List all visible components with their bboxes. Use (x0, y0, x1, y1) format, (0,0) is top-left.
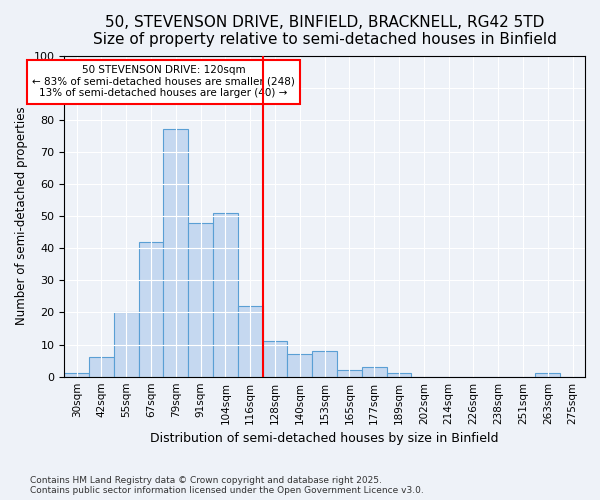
Bar (362, 367, 386, 376)
Y-axis label: Number of semi-detached properties: Number of semi-detached properties (15, 107, 28, 326)
Bar (337, 370, 362, 376)
Bar (139, 242, 163, 376)
X-axis label: Distribution of semi-detached houses by size in Binfield: Distribution of semi-detached houses by … (151, 432, 499, 445)
Bar (163, 130, 188, 376)
Bar (213, 213, 238, 376)
Bar (535, 374, 560, 376)
Bar (386, 374, 412, 376)
Bar (114, 312, 139, 376)
Text: Contains HM Land Registry data © Crown copyright and database right 2025.
Contai: Contains HM Land Registry data © Crown c… (30, 476, 424, 495)
Bar (238, 306, 263, 376)
Bar (188, 222, 213, 376)
Title: 50, STEVENSON DRIVE, BINFIELD, BRACKNELL, RG42 5TD
Size of property relative to : 50, STEVENSON DRIVE, BINFIELD, BRACKNELL… (93, 15, 557, 48)
Text: 50 STEVENSON DRIVE: 120sqm
← 83% of semi-detached houses are smaller (248)
13% o: 50 STEVENSON DRIVE: 120sqm ← 83% of semi… (32, 65, 295, 98)
Bar (89, 358, 114, 376)
Bar (312, 351, 337, 376)
Bar (263, 342, 287, 376)
Bar (287, 354, 312, 376)
Bar (64, 374, 89, 376)
